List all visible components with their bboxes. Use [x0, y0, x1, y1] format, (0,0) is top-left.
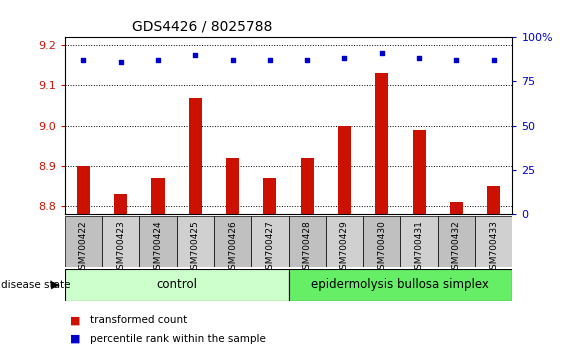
Bar: [450, 202, 463, 214]
Text: GSM700422: GSM700422: [79, 220, 88, 275]
Text: GDS4426 / 8025788: GDS4426 / 8025788: [132, 19, 272, 33]
Point: [340, 56, 349, 61]
Point: [489, 57, 498, 63]
Bar: [487, 186, 500, 214]
Bar: [102, 216, 139, 267]
Point: [414, 56, 423, 61]
Text: ■: ■: [70, 334, 81, 344]
Text: GSM700431: GSM700431: [414, 220, 423, 275]
Text: epidermolysis bullosa simplex: epidermolysis bullosa simplex: [311, 279, 489, 291]
Bar: [438, 216, 475, 267]
Text: GSM700426: GSM700426: [228, 220, 237, 275]
Bar: [251, 216, 288, 267]
Text: GSM700433: GSM700433: [489, 220, 498, 275]
Point: [228, 57, 237, 63]
Bar: [65, 269, 289, 301]
Bar: [301, 158, 314, 214]
Text: ■: ■: [70, 315, 81, 325]
Bar: [475, 216, 512, 267]
Bar: [114, 194, 127, 214]
Bar: [289, 216, 326, 267]
Text: disease state: disease state: [1, 280, 70, 290]
Text: percentile rank within the sample: percentile rank within the sample: [90, 334, 266, 344]
Text: GSM700432: GSM700432: [452, 220, 461, 275]
Bar: [140, 216, 177, 267]
Point: [265, 57, 274, 63]
Point: [191, 52, 200, 58]
Bar: [226, 158, 239, 214]
Bar: [151, 178, 164, 214]
Text: GSM700424: GSM700424: [154, 220, 163, 275]
Bar: [77, 166, 90, 214]
Point: [452, 57, 461, 63]
Text: ▶: ▶: [51, 280, 59, 290]
Bar: [189, 97, 202, 214]
Text: GSM700428: GSM700428: [303, 220, 312, 275]
Bar: [413, 130, 426, 214]
Point: [377, 50, 386, 56]
Text: GSM700423: GSM700423: [116, 220, 125, 275]
Point: [154, 57, 163, 63]
Text: transformed count: transformed count: [90, 315, 187, 325]
Bar: [177, 216, 214, 267]
Bar: [326, 216, 363, 267]
Bar: [263, 178, 276, 214]
Point: [116, 59, 125, 65]
Bar: [363, 216, 400, 267]
Bar: [289, 269, 512, 301]
Text: GSM700427: GSM700427: [265, 220, 274, 275]
Text: GSM700429: GSM700429: [340, 220, 349, 275]
Bar: [65, 216, 102, 267]
Text: GSM700430: GSM700430: [377, 220, 386, 275]
Bar: [214, 216, 251, 267]
Bar: [376, 73, 388, 214]
Point: [79, 57, 88, 63]
Text: GSM700425: GSM700425: [191, 220, 200, 275]
Text: control: control: [156, 279, 197, 291]
Bar: [338, 126, 351, 214]
Point: [303, 57, 312, 63]
Bar: [400, 216, 438, 267]
